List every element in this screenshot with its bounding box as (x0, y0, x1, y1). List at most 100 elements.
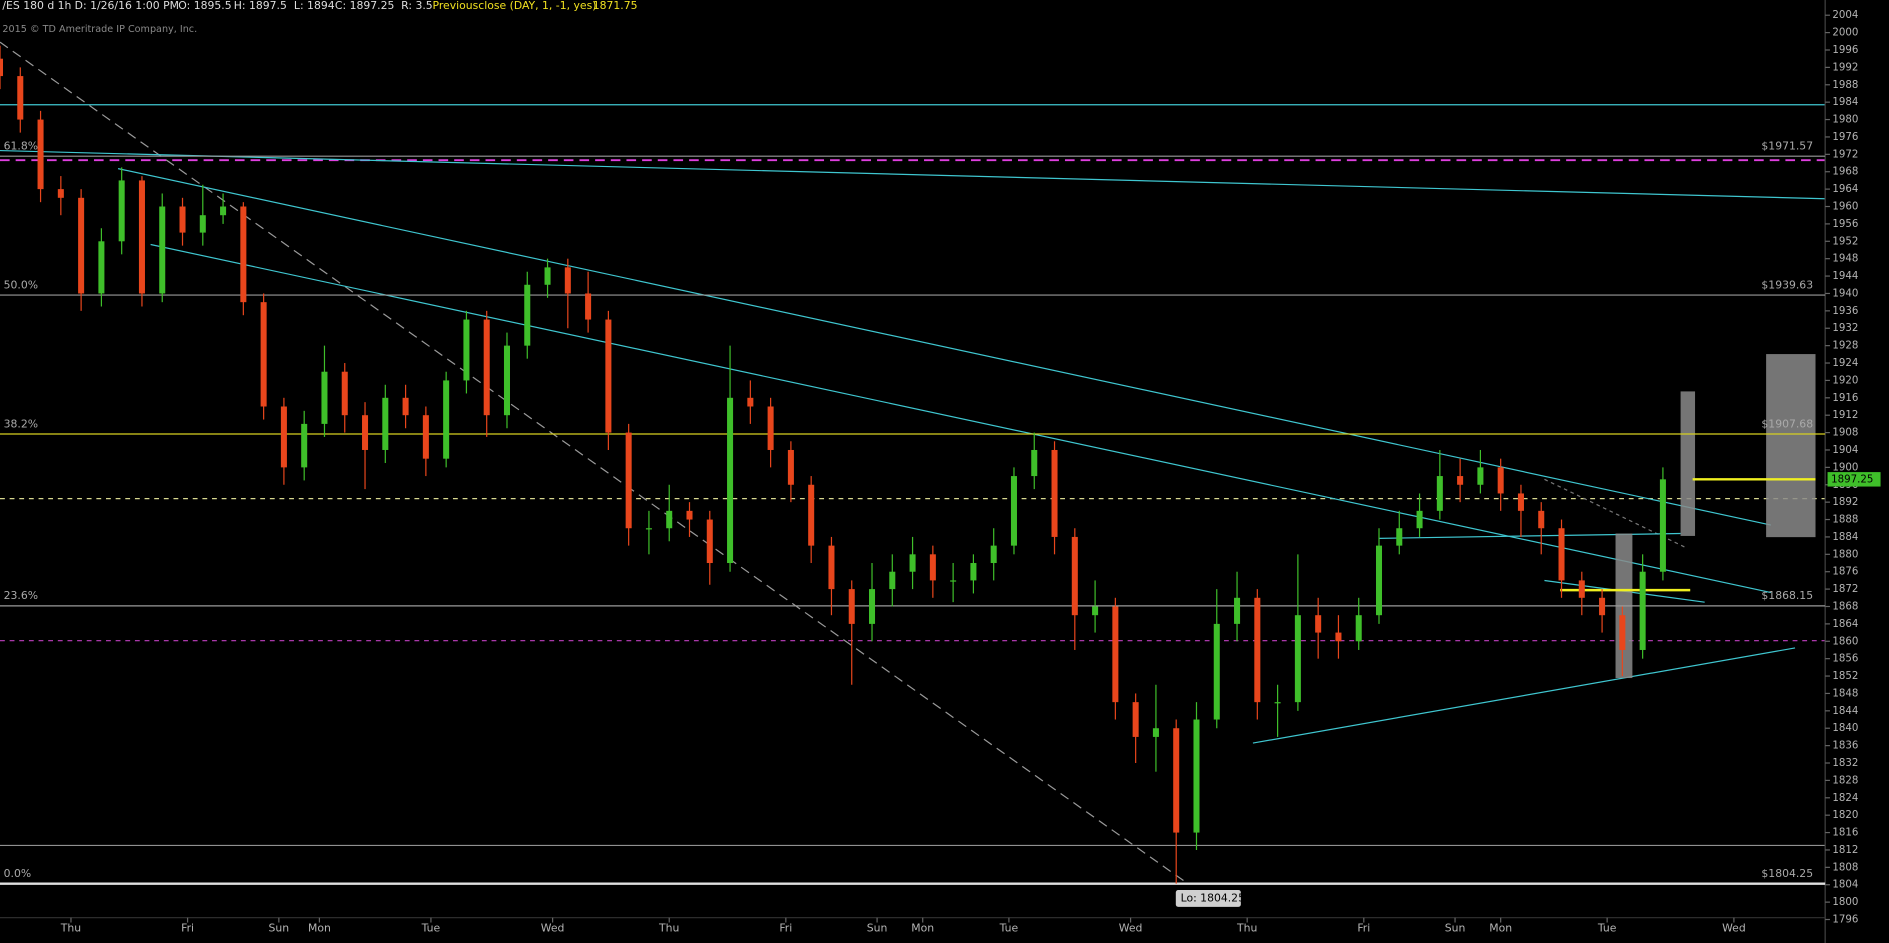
candle-body (1538, 510, 1545, 529)
y-tick-label: 1884 (1832, 532, 1858, 543)
candle-body (1497, 467, 1504, 494)
candle-body (767, 406, 774, 450)
y-tick-label: 1836 (1832, 741, 1858, 752)
x-tick-label: Wed (1722, 922, 1746, 935)
trend-line (150, 243, 1772, 594)
candle-body (1132, 702, 1139, 737)
candle-body (1051, 449, 1058, 537)
candle-body (1254, 597, 1261, 703)
candle-body (848, 589, 855, 624)
candle-body (747, 397, 754, 407)
x-tick-label: Sun (1445, 922, 1466, 935)
candle-body (1112, 606, 1119, 703)
y-tick-label: 1976 (1832, 132, 1858, 143)
candle-body (138, 180, 145, 294)
candle-body (280, 406, 287, 468)
candle-body (1234, 597, 1241, 624)
candle-body (1558, 528, 1565, 581)
y-tick-label: 1800 (1832, 897, 1858, 908)
candle-body (1375, 545, 1383, 616)
y-tick-label: 1928 (1832, 341, 1858, 352)
candle-body (1396, 528, 1403, 546)
y-tick-label: 1796 (1832, 915, 1858, 926)
candle-body (544, 267, 551, 285)
candle-body (57, 189, 64, 198)
candle-body (1031, 449, 1038, 477)
y-tick-label: 1984 (1832, 97, 1858, 108)
candle-body (1071, 536, 1078, 616)
x-tick-label: Mon (911, 922, 934, 935)
y-tick-label: 1860 (1832, 636, 1858, 647)
y-tick-label: 1808 (1832, 862, 1858, 873)
level-label: 23.6% (4, 589, 38, 602)
y-tick-label: 1864 (1832, 619, 1858, 630)
dashed-trend-line (0, 41, 1187, 884)
candle-body (889, 571, 896, 590)
y-tick-label: 1816 (1832, 828, 1858, 839)
y-tick-label: 1880 (1832, 549, 1858, 560)
level-price-label: $1971.57 (1761, 140, 1813, 153)
y-tick-label: 1924 (1832, 358, 1858, 369)
candle-body (1477, 467, 1484, 485)
y-tick-label: 1832 (1832, 758, 1858, 769)
x-tick-label: Thu (658, 922, 679, 935)
info-range: R: 3.5 (401, 0, 433, 12)
candle-body (1335, 632, 1342, 642)
candle-body (362, 415, 369, 450)
candle-body (0, 58, 4, 77)
candle-body (1193, 719, 1200, 833)
x-tick-label: Fri (181, 922, 194, 935)
y-tick-label: 1980 (1832, 115, 1858, 126)
candle-body (1436, 476, 1443, 511)
y-tick-label: 1876 (1832, 567, 1858, 578)
candle-body (564, 267, 571, 294)
range-box (1680, 391, 1696, 536)
candle-body (78, 197, 85, 294)
info-open: O: 1895.5 (178, 0, 231, 12)
study-name: Previousclose (DAY, 1, -1, yes) (432, 0, 596, 12)
y-tick-label: 1824 (1832, 793, 1858, 804)
y-tick-label: 1932 (1832, 323, 1858, 334)
candle-body (463, 319, 470, 381)
y-tick-label: 1940 (1832, 288, 1858, 299)
x-tick-label: Tue (1597, 922, 1617, 935)
level-price-label: $1804.25 (1761, 867, 1813, 880)
level-label: 50.0% (4, 278, 38, 291)
candle-body (1639, 571, 1646, 650)
y-tick-label: 1848 (1832, 688, 1858, 699)
candle-body (382, 397, 389, 450)
candle-body (950, 580, 957, 582)
info-low: L: 1894 (294, 0, 335, 12)
x-tick-label: Mon (1489, 922, 1512, 935)
candle-body (1213, 623, 1220, 720)
candle-body (17, 76, 24, 120)
level-label: 61.8% (4, 140, 38, 153)
level-price-label: $1868.15 (1761, 589, 1813, 602)
candle-body (1294, 615, 1301, 703)
y-tick-label: 1844 (1832, 706, 1858, 717)
last-price-label: 1897.25 (1831, 474, 1873, 485)
y-tick-label: 1936 (1832, 306, 1858, 317)
x-tick-label: Fri (779, 922, 792, 935)
y-tick-label: 1972 (1832, 149, 1858, 160)
candle-body (1315, 615, 1322, 633)
x-tick-label: Mon (308, 922, 331, 935)
candle-body (503, 345, 510, 416)
y-tick-label: 1820 (1832, 810, 1858, 821)
candle-body (727, 397, 734, 564)
y-tick-label: 1828 (1832, 775, 1858, 786)
candle-body (787, 449, 794, 485)
trend-line (117, 168, 1772, 526)
level-price-label: $1939.63 (1761, 278, 1813, 291)
trend-line (1252, 647, 1796, 744)
x-tick-label: Tue (421, 922, 441, 935)
candle-body (666, 510, 673, 529)
y-tick-label: 1916 (1832, 393, 1858, 404)
x-tick-label: Sun (269, 922, 290, 935)
candle-body (1010, 476, 1017, 546)
candle-body (585, 293, 592, 320)
candle-body (1659, 479, 1666, 572)
y-tick-label: 2004 (1832, 10, 1858, 21)
